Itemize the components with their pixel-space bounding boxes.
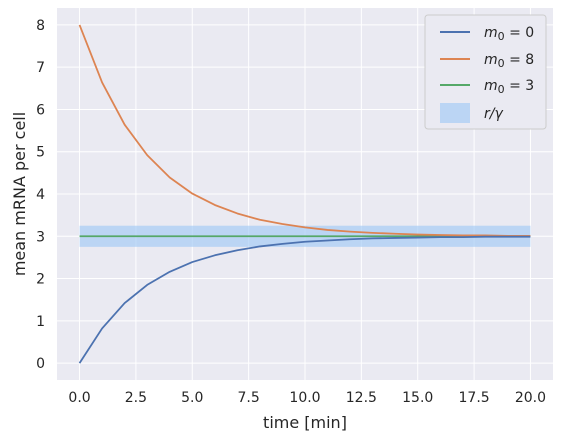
legend-frame xyxy=(424,14,547,130)
series-line-1 xyxy=(78,24,531,237)
legend-label-m0-8: m0 = 8 xyxy=(484,52,534,70)
x-tick-label-2: 5.0 xyxy=(181,390,203,406)
y-tick-label-0: 0 xyxy=(36,356,45,372)
y-tick-label-8: 8 xyxy=(36,18,45,34)
legend-label-band: r/γ xyxy=(484,106,503,122)
x-tick-label-8: 20.0 xyxy=(515,390,546,406)
y-axis-label: mean mRNA per cell xyxy=(10,112,29,276)
series-line-0 xyxy=(78,235,531,364)
legend-swatch-band xyxy=(440,103,470,123)
y-tick-label-6: 6 xyxy=(36,102,45,118)
legend-label-m0-3: m0 = 3 xyxy=(484,78,534,96)
x-tick-label-3: 7.5 xyxy=(238,390,260,406)
legend: m0 = 0 m0 = 8 m0 = 3 r/γ xyxy=(424,14,547,130)
x-tick-label-0: 0.0 xyxy=(68,390,90,406)
x-tick-label-1: 2.5 xyxy=(125,390,147,406)
y-tick-label-1: 1 xyxy=(36,314,45,330)
x-tick-labels: 0.0 2.5 5.0 7.5 10.0 12.5 15.0 17.5 20.0 xyxy=(68,390,546,406)
x-tick-label-6: 15.0 xyxy=(402,390,433,406)
y-tick-labels: 0 1 2 3 4 5 6 7 8 xyxy=(36,18,45,372)
series-layer xyxy=(78,24,531,364)
legend-label-m0-0: m0 = 0 xyxy=(484,25,534,43)
x-tick-label-5: 12.5 xyxy=(346,390,377,406)
x-tick-label-4: 10.0 xyxy=(289,390,320,406)
y-tick-label-4: 4 xyxy=(36,187,45,203)
x-tick-label-7: 17.5 xyxy=(459,390,490,406)
y-tick-label-5: 5 xyxy=(36,145,45,161)
y-tick-label-7: 7 xyxy=(36,60,45,76)
x-axis-label: time [min] xyxy=(263,413,347,432)
y-tick-label-3: 3 xyxy=(36,229,45,245)
y-tick-label-2: 2 xyxy=(36,272,45,288)
